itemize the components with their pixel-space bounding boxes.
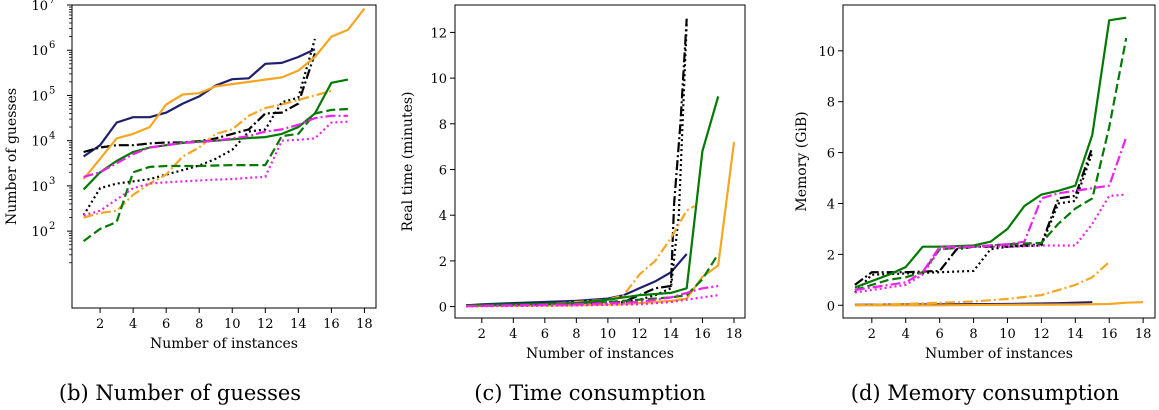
plot-frame <box>842 4 1156 319</box>
y-tick-label: 10 <box>818 45 835 60</box>
plot-frame <box>71 4 377 309</box>
x-tick-label: 10 <box>600 327 617 342</box>
series-line-3 <box>854 301 1144 307</box>
y-axis-label: Number of guesses <box>4 88 20 225</box>
y-tick-label: 10 <box>430 72 447 87</box>
x-tick-label: 2 <box>868 327 876 342</box>
y-tick-exponent: 7 <box>49 0 55 6</box>
series-line-7 <box>83 114 348 178</box>
y-tick-exponent: 4 <box>49 131 55 142</box>
x-tick-label: 10 <box>224 317 241 332</box>
y-tick-label: 10 <box>31 44 48 59</box>
series-line-8 <box>465 294 719 308</box>
x-tick-label: 2 <box>478 327 486 342</box>
y-tick-label: 0 <box>827 299 835 314</box>
series-line-5 <box>82 78 349 191</box>
series-line-6 <box>465 253 720 307</box>
chart-panel-1: 2 4 6 8 10 12 14 16 18 0 2 4 6 8 10 12 Number of instanc… <box>400 4 746 405</box>
x-tick-label: 6 <box>162 317 170 332</box>
x-tick-label: 4 <box>902 327 910 342</box>
x-tick-label: 18 <box>1135 327 1152 342</box>
x-tick-label: 18 <box>356 317 373 332</box>
y-tick-label: 12 <box>430 26 447 41</box>
y-tick-label: 6 <box>827 147 835 162</box>
x-tick-label: 8 <box>572 327 580 342</box>
panel-caption: (c) Time consumption <box>474 381 705 405</box>
x-tick-label: 16 <box>323 317 340 332</box>
y-tick-exponent: 2 <box>49 221 55 232</box>
x-tick-label: 18 <box>726 327 743 342</box>
series-line-8 <box>83 120 348 217</box>
y-tick-label: 6 <box>439 163 447 178</box>
y-axis-label: Memory (GiB) <box>794 111 810 211</box>
series-line-2 <box>465 23 688 308</box>
x-tick-label: 16 <box>694 327 711 342</box>
series-line-7 <box>854 136 1128 292</box>
plot-frame <box>454 4 746 319</box>
series-line-5 <box>854 16 1127 289</box>
chart-panel-2: 2 4 6 8 10 12 14 16 18 0 2 4 6 8 10 Number of instances… <box>794 4 1156 405</box>
x-axis-label: Number of instances <box>150 336 298 352</box>
series-line-2 <box>854 152 1094 294</box>
x-tick-label: 12 <box>631 327 648 342</box>
x-tick-label: 14 <box>1067 327 1084 342</box>
y-tick-exponent: 6 <box>49 40 55 51</box>
y-tick-label: 0 <box>439 301 447 316</box>
x-tick-label: 16 <box>1101 327 1118 342</box>
x-axis-label: Number of instances <box>526 346 674 362</box>
series-line-8 <box>854 193 1127 294</box>
series-line-4 <box>83 89 332 219</box>
y-tick-exponent: 3 <box>49 176 55 187</box>
x-tick-label: 8 <box>195 317 203 332</box>
series-line-1 <box>854 147 1094 286</box>
y-tick-label: 10 <box>31 180 48 195</box>
y-tick-label: 2 <box>439 255 447 270</box>
series-line-2 <box>82 38 316 216</box>
x-tick-label: 12 <box>257 317 274 332</box>
x-tick-label: 2 <box>96 317 104 332</box>
y-tick-label: 10 <box>31 89 48 104</box>
x-tick-label: 6 <box>541 327 549 342</box>
y-axis-label: Real time (minutes) <box>400 91 416 231</box>
series-line-6 <box>82 107 348 242</box>
panel-caption: (d) Memory consumption <box>851 381 1119 405</box>
x-axis-label: Number of instances <box>925 346 1073 362</box>
y-tick-label: 4 <box>827 197 835 212</box>
x-tick-label: 10 <box>999 327 1016 342</box>
x-tick-label: 8 <box>969 327 977 342</box>
x-tick-label: 12 <box>1033 327 1050 342</box>
x-tick-label: 14 <box>663 327 680 342</box>
x-tick-label: 4 <box>129 317 137 332</box>
series-line-4 <box>854 261 1110 307</box>
series-line-0 <box>82 48 316 158</box>
series-line-3 <box>82 7 366 180</box>
y-tick-label: 8 <box>827 96 835 111</box>
series-line-3 <box>465 141 736 308</box>
x-tick-label: 4 <box>509 327 517 342</box>
y-tick-label: 10 <box>31 225 48 240</box>
y-tick-label: 10 <box>31 0 48 14</box>
x-tick-label: 6 <box>936 327 944 342</box>
y-tick-label: 8 <box>439 118 447 133</box>
series-line-6 <box>854 37 1128 292</box>
y-tick-exponent: 5 <box>49 85 55 96</box>
series-line-4 <box>465 205 696 307</box>
y-tick-label: 10 <box>31 135 48 150</box>
y-tick-label: 4 <box>439 209 447 224</box>
panel-caption: (b) Number of guesses <box>59 381 301 405</box>
y-tick-label: 2 <box>827 248 835 263</box>
x-tick-label: 14 <box>290 317 307 332</box>
